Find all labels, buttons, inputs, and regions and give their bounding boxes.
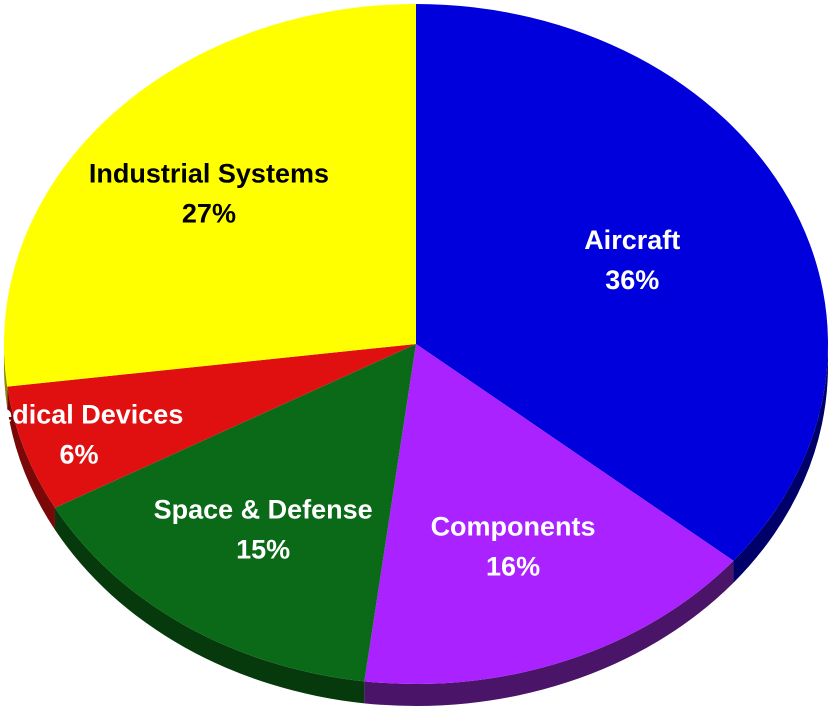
pie-slices — [3, 4, 828, 684]
pie-sides — [4, 344, 828, 706]
slice-name-label: Industrial Systems — [89, 158, 329, 188]
slice-name-label: Components — [431, 511, 596, 541]
pie-label-components: Components 16% — [431, 511, 596, 581]
pie-slice-industrial-systems — [3, 4, 416, 387]
pie-label-industrial-systems: Industrial Systems 27% — [89, 158, 329, 228]
pie-side-components — [364, 560, 734, 706]
pie-side-industrial-systems — [4, 344, 8, 409]
slice-value-label: 6% — [60, 439, 99, 469]
slice-value-label: 27% — [182, 198, 236, 228]
pie-side-aircraft — [733, 344, 828, 583]
pie-labels: Aircraft 36% Components 16% Space & Defense 1… — [0, 158, 680, 581]
pie-slice-medical-devices — [7, 344, 416, 508]
pie-label-space-and-defense: Space & Defense 15% — [154, 495, 373, 565]
slice-value-label: 36% — [605, 265, 659, 295]
pie-side-space-and-defense — [54, 507, 365, 704]
slice-name-label: Medical Devices — [0, 399, 183, 429]
slice-name-label: Aircraft — [584, 225, 680, 255]
pie-slice-space-and-defense — [54, 344, 417, 682]
slice-value-label: 15% — [236, 535, 290, 565]
slice-value-label: 16% — [486, 551, 540, 581]
pie-slice-components — [364, 344, 734, 684]
pie-label-aircraft: Aircraft 36% — [584, 225, 680, 295]
pie-label-medical-devices: Medical Devices 6% — [0, 399, 183, 469]
slice-name-label: Space & Defense — [154, 495, 373, 525]
pie-slice-aircraft — [416, 4, 828, 561]
pie-side-medical-devices — [7, 386, 55, 530]
